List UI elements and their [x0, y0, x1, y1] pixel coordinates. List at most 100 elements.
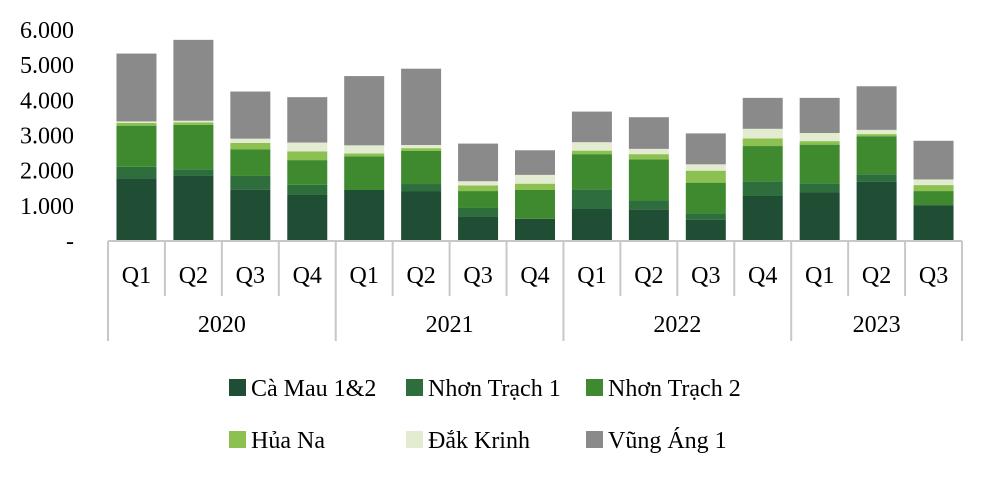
bar-segment-3 [742, 146, 783, 182]
bar-segment-3 [287, 160, 328, 185]
bar-segment-4 [173, 122, 214, 125]
bar-segment-5 [685, 164, 726, 171]
bar-segment-6 [913, 140, 954, 180]
bar-segment-4 [856, 134, 897, 137]
bar-segment-6 [685, 133, 726, 165]
bar-segment-5 [287, 142, 328, 152]
bar-segment-1 [287, 194, 328, 241]
bar-segment-3 [571, 154, 612, 190]
y-tick-label: 5.000 [20, 53, 74, 79]
bar-segment-4 [230, 142, 271, 150]
legend-swatch [229, 431, 246, 448]
legend-label: Hủa Na [251, 428, 325, 454]
bar-segment-2 [173, 169, 214, 176]
bar-segment-4 [401, 148, 442, 151]
legend-label: Cà Mau 1&2 [251, 376, 376, 402]
legend-label: Nhơn Trạch 1 [428, 376, 561, 402]
bar-segment-4 [685, 170, 726, 183]
bar-segment-5 [856, 129, 897, 135]
bar-segment-1 [458, 216, 499, 241]
bar-segment-2 [742, 181, 783, 196]
bar-segment-6 [287, 97, 328, 143]
x-tick-label: Q4 [520, 263, 549, 289]
bar-segment-2 [571, 189, 612, 209]
bar-segment-3 [628, 159, 669, 201]
year-label: 2021 [426, 312, 474, 338]
bar-segment-3 [458, 191, 499, 208]
bar-segment-5 [913, 179, 954, 186]
bar-segment-2 [401, 184, 442, 192]
bar-segment-6 [628, 117, 669, 149]
bar-segment-4 [799, 141, 840, 145]
x-tick-label: Q3 [236, 263, 265, 289]
x-tick-label: Q2 [862, 263, 891, 289]
bar-segment-6 [230, 91, 271, 139]
bar-segment-5 [401, 144, 442, 149]
bar-segment-1 [628, 209, 669, 241]
x-tick-label: Q3 [463, 263, 492, 289]
bar-segment-1 [515, 218, 555, 241]
bar-segment-5 [628, 148, 669, 155]
y-tick-label: 4.000 [20, 88, 74, 114]
bar-segment-1 [173, 175, 214, 241]
bar-segment-4 [742, 138, 783, 147]
bar-segment-6 [458, 143, 499, 182]
bar-segment-2 [799, 183, 840, 193]
legend-swatch [406, 379, 423, 396]
x-tick-label: Q2 [634, 263, 663, 289]
bar-segment-4 [287, 151, 328, 161]
bar-segment-3 [116, 125, 157, 167]
bar-segment-1 [742, 195, 783, 241]
bar-segment-3 [230, 149, 271, 176]
bar-segment-2 [856, 174, 897, 182]
bar-segment-4 [571, 150, 612, 155]
bar-segment-3 [856, 136, 897, 175]
bar-segment-2 [230, 175, 271, 190]
bar-segment-1 [913, 205, 954, 241]
bar-segment-6 [571, 111, 612, 143]
year-label: 2020 [198, 312, 246, 338]
bar-segment-5 [230, 138, 271, 143]
y-tick-label: 1.000 [20, 194, 74, 220]
x-tick-label: Q2 [179, 263, 208, 289]
bar-segment-5 [116, 121, 157, 123]
y-tick-label: - [66, 229, 74, 255]
bar-segment-2 [628, 200, 669, 210]
bar-segment-6 [856, 86, 897, 130]
x-tick-label: Q1 [122, 263, 151, 289]
bar-segment-3 [799, 144, 840, 184]
bar-segment-6 [799, 97, 840, 134]
legend-label: Đắk Krinh [428, 428, 530, 454]
legend-swatch [229, 379, 246, 396]
bar-segment-4 [344, 153, 385, 157]
year-label: 2023 [853, 312, 901, 338]
bar-segment-3 [515, 190, 555, 219]
legend-swatch [406, 431, 423, 448]
bar-segment-6 [742, 97, 783, 129]
bar-segment-2 [116, 166, 157, 179]
bar-segment-6 [173, 39, 214, 121]
bar-segment-3 [913, 191, 954, 206]
bar-segment-3 [685, 182, 726, 214]
x-tick-label: Q1 [805, 263, 834, 289]
bar-segment-2 [287, 184, 328, 195]
bar-segment-1 [230, 189, 271, 241]
bar-segment-1 [116, 178, 157, 241]
x-tick-label: Q4 [748, 263, 777, 289]
legend-swatch [586, 379, 603, 396]
x-tick-label: Q3 [691, 263, 720, 289]
bar-segment-2 [458, 207, 499, 217]
bar-segment-2 [685, 213, 726, 220]
y-tick-label: 3.000 [20, 124, 74, 150]
x-tick-label: Q2 [406, 263, 435, 289]
bar-segment-6 [344, 76, 385, 146]
bar-segment-3 [344, 156, 385, 191]
bar-segment-4 [913, 185, 954, 192]
bar-segment-5 [571, 142, 612, 151]
bar-segment-3 [173, 124, 214, 170]
x-tick-label: Q3 [919, 263, 948, 289]
year-label: 2022 [653, 312, 701, 338]
bar-segment-5 [458, 181, 499, 186]
